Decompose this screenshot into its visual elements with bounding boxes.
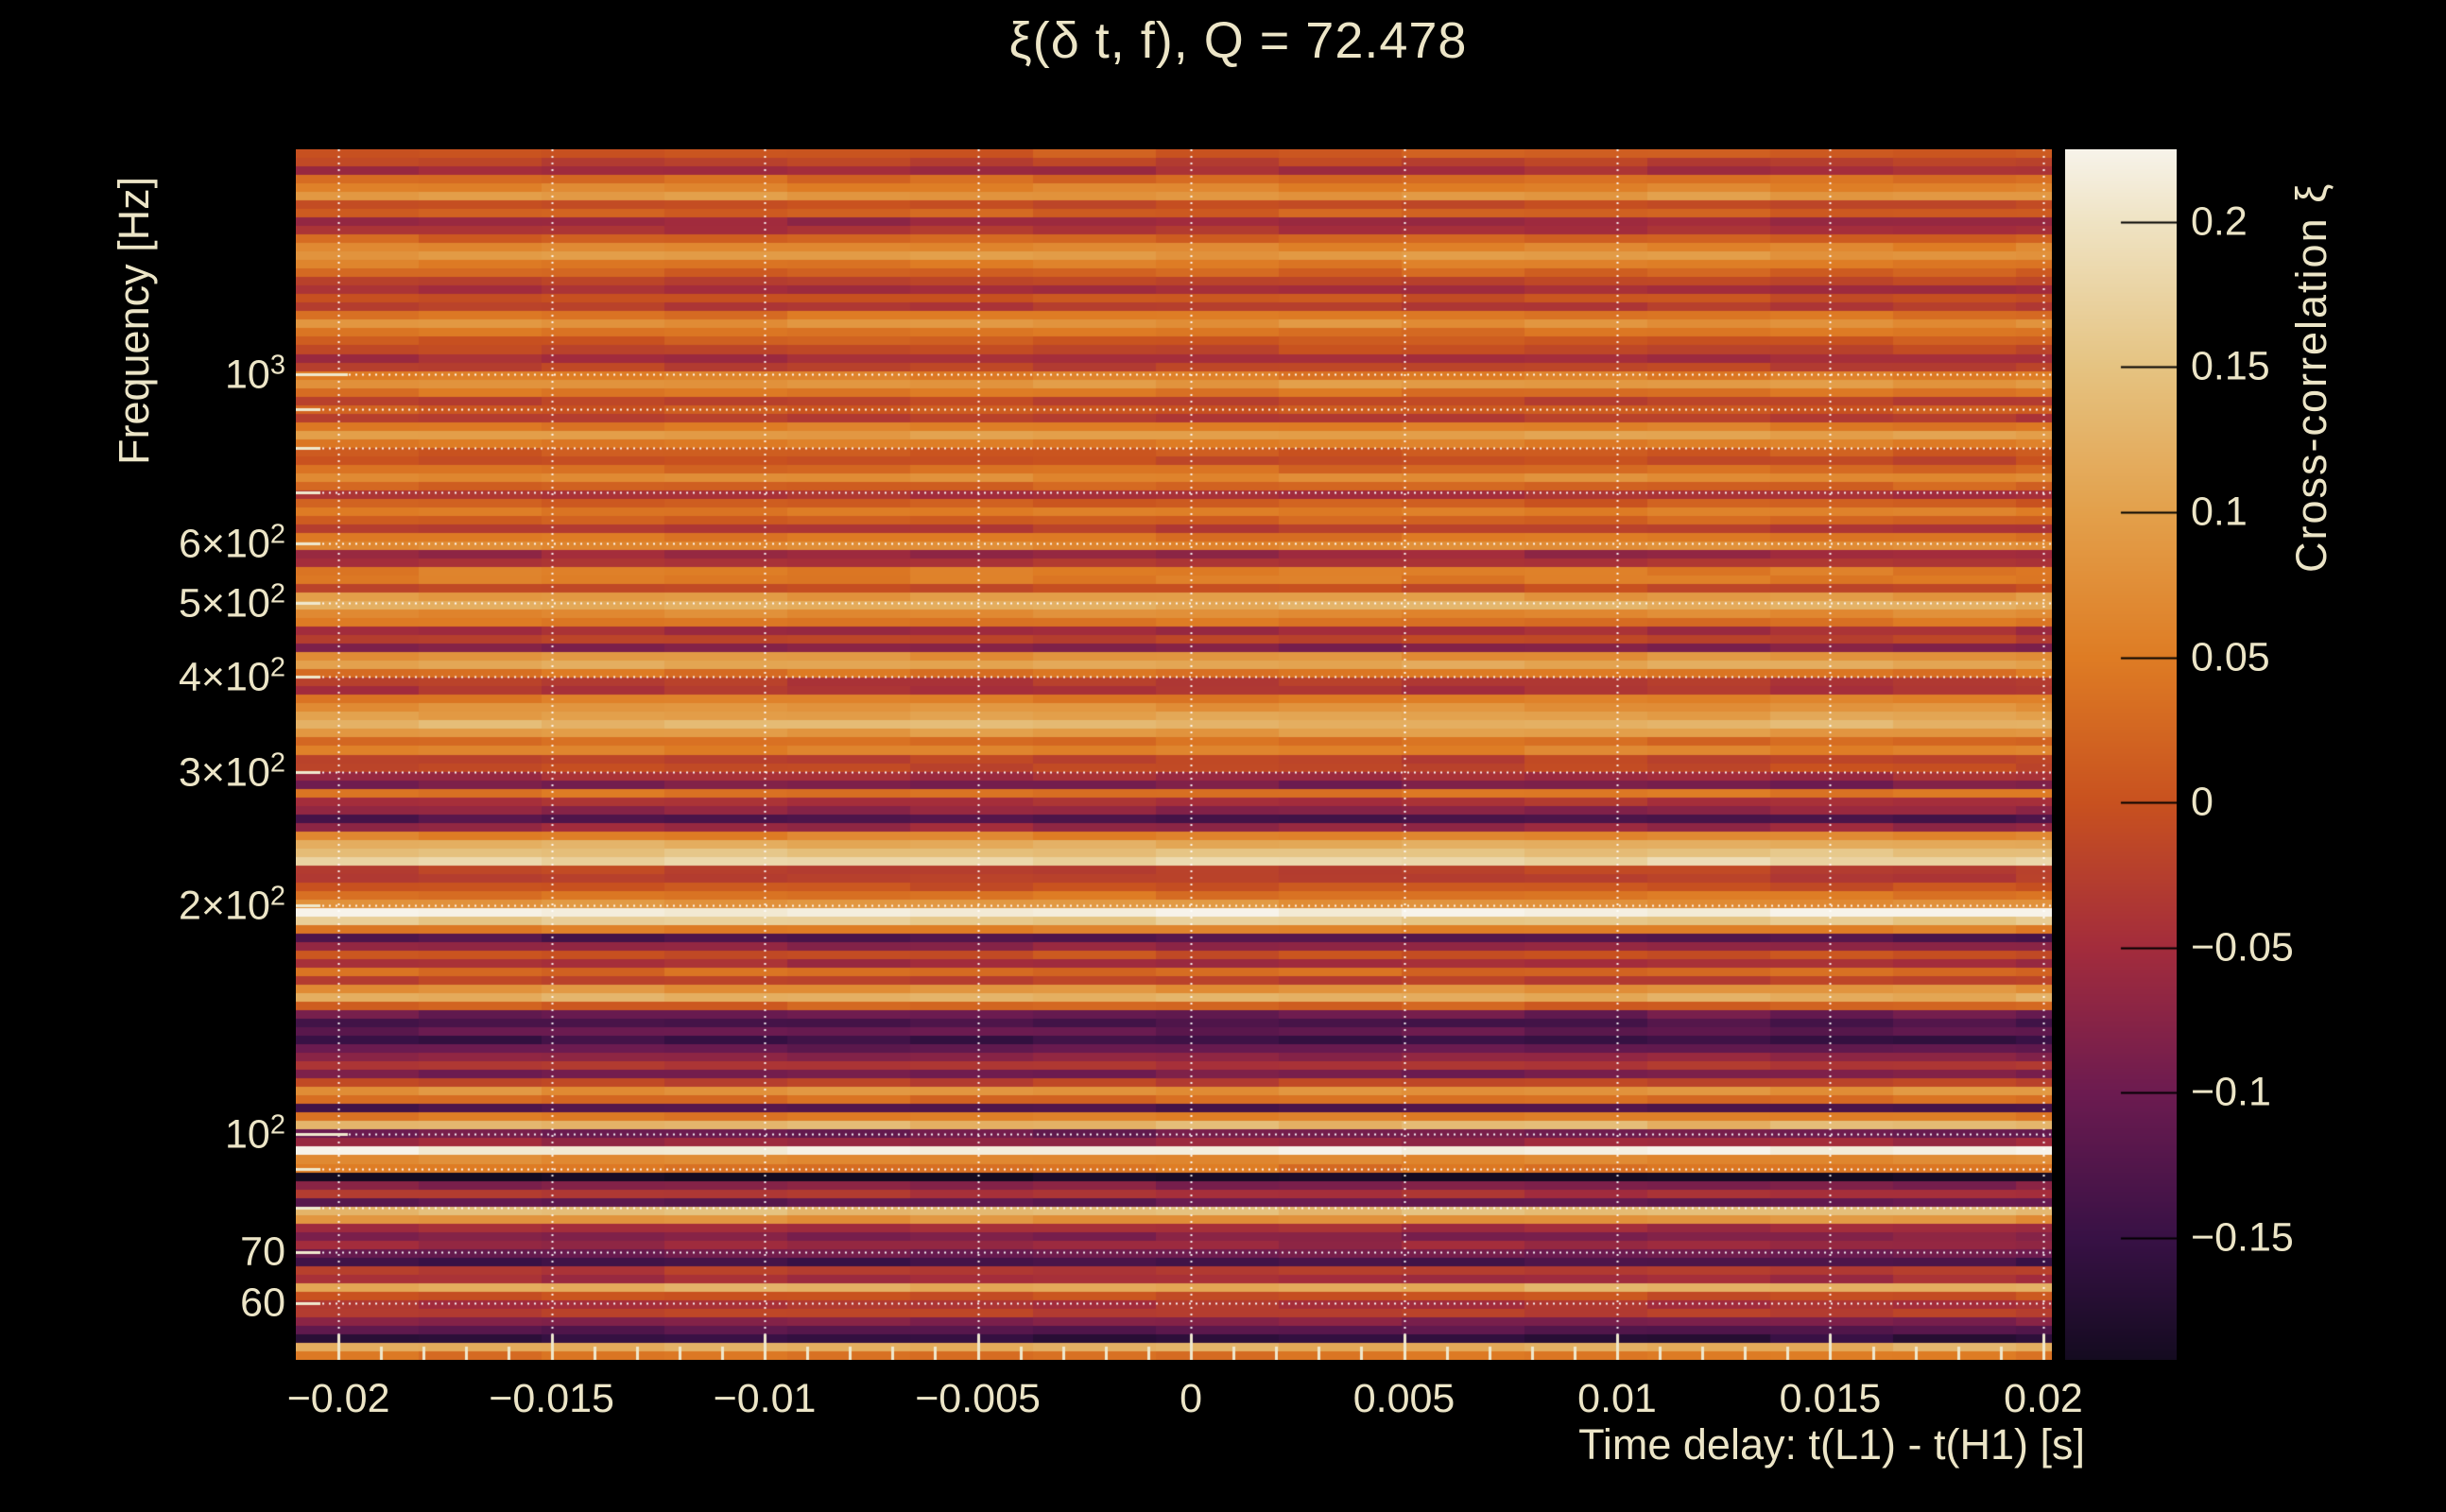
chart-title: ξ(δ t, f), Q = 72.478 (1008, 12, 1468, 69)
x-tick-label: −0.005 (915, 1376, 1041, 1421)
colorbar-title: Cross-correlation ξ (2287, 181, 2335, 573)
x-tick-label: 0.01 (1577, 1376, 1657, 1421)
y-tick-label: 70 (240, 1228, 285, 1275)
colorbar-tick-label: 0.15 (2191, 343, 2270, 389)
x-tick-label: 0.015 (1779, 1376, 1882, 1421)
x-tick-label: 0.02 (2004, 1376, 2083, 1421)
colorbar-tick-label: −0.15 (2191, 1214, 2294, 1261)
colorbar-tick-label: −0.05 (2191, 924, 2294, 971)
y-tick-label: 102 (225, 1109, 285, 1159)
y-tick-label: 4×102 (179, 652, 285, 700)
y-tick-label: 103 (225, 350, 285, 398)
y-axis-title: Frequency [Hz] (110, 176, 158, 465)
y-tick-label: 60 (240, 1280, 285, 1326)
y-tick-label: 5×102 (179, 578, 285, 627)
colorbar-canvas (2065, 149, 2177, 1360)
x-tick-label: 0.005 (1352, 1376, 1456, 1421)
y-tick-label: 6×102 (179, 518, 285, 567)
heatmap-canvas (296, 149, 2052, 1360)
x-tick-label: −0.015 (489, 1376, 614, 1421)
x-tick-label: 0 (1180, 1376, 1202, 1421)
y-tick-label: 2×102 (179, 881, 285, 929)
colorbar-tick-label: 0 (2191, 779, 2213, 825)
x-tick-label: −0.01 (713, 1376, 817, 1421)
colorbar-tick-label: 0.05 (2191, 634, 2270, 680)
x-tick-label: −0.02 (286, 1376, 390, 1421)
y-tick-label: 3×102 (179, 747, 285, 796)
x-axis-title: Time delay: t(L1) - t(H1) [s] (1578, 1420, 2085, 1469)
colorbar-tick-label: −0.1 (2191, 1069, 2271, 1115)
colorbar-tick-label: 0.1 (2191, 489, 2248, 535)
colorbar-tick-label: 0.2 (2191, 198, 2248, 245)
